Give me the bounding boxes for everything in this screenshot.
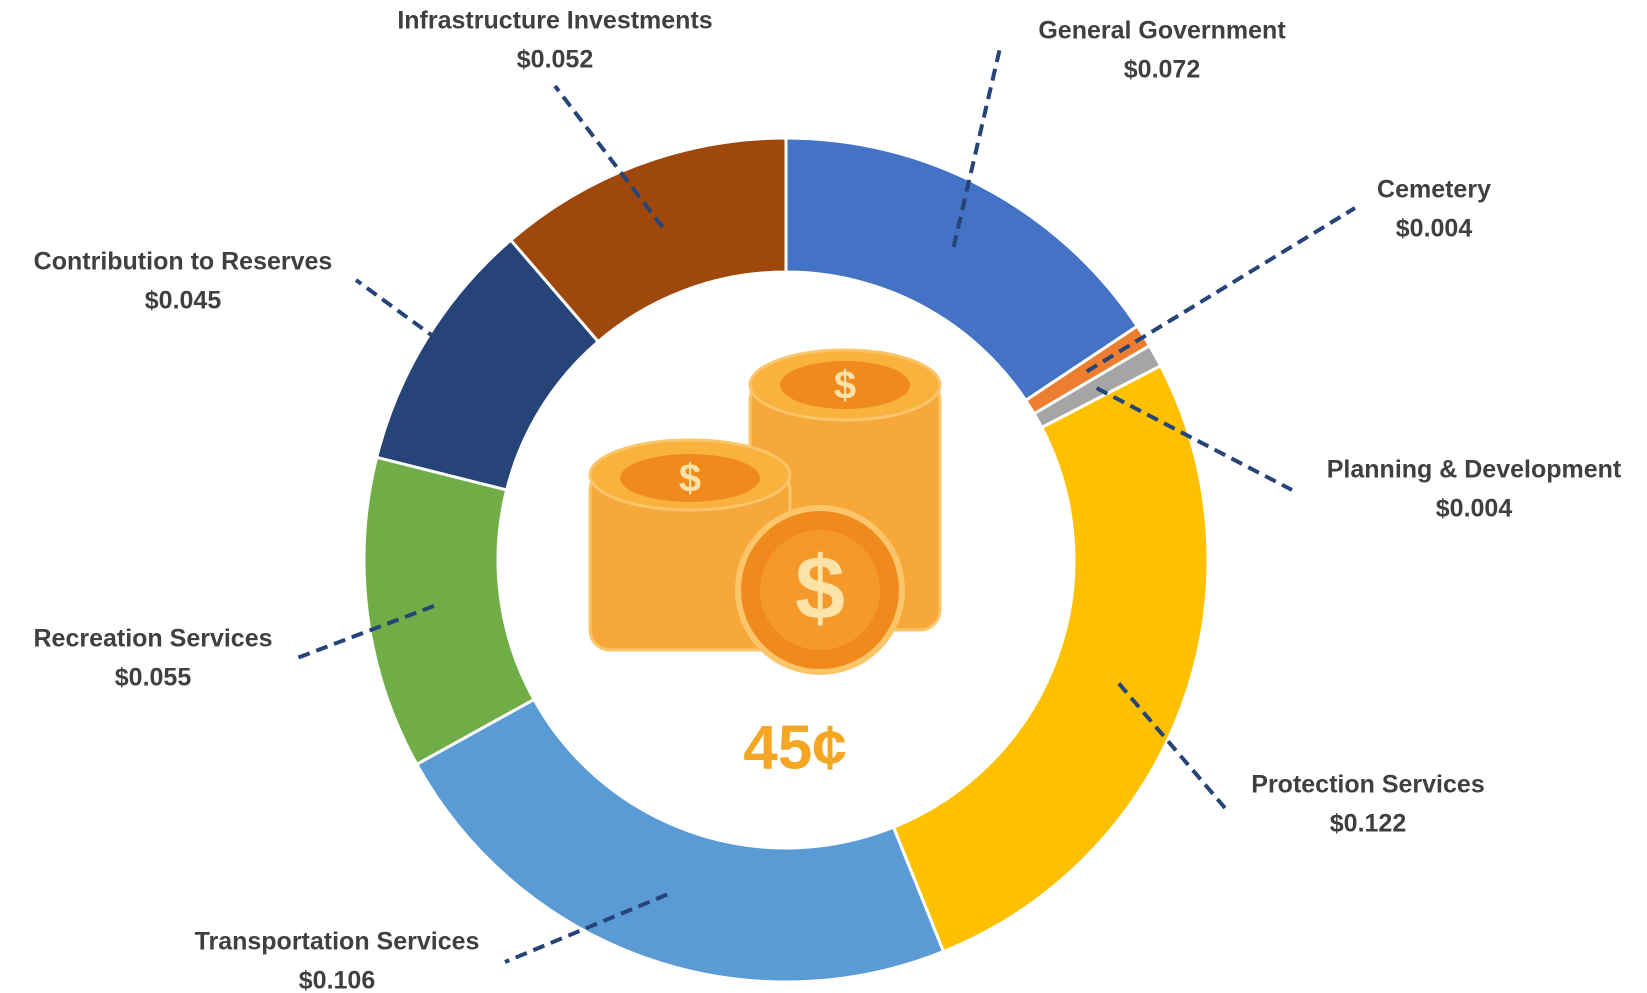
category-label: Infrastructure Investments [397,7,712,35]
value-label: $0.004 [1436,495,1513,523]
chart: $ $ $ 45¢ General Government $0.072 Cemete… [0,0,1647,993]
center-label: 45¢ [743,713,846,782]
coins-icon: $ $ $ [590,350,940,672]
value-label: $0.106 [299,967,375,993]
svg-text:$: $ [679,457,701,501]
slice [417,699,944,982]
category-label: Transportation Services [195,928,480,956]
value-label: $0.072 [1124,56,1200,84]
category-label: General Government [1038,17,1286,45]
svg-text:$: $ [795,539,845,639]
category-label: Protection Services [1251,771,1484,799]
svg-text:$: $ [834,364,856,408]
value-label: $0.122 [1330,810,1406,838]
category-label: Planning & Development [1327,456,1622,484]
value-label: $0.004 [1396,215,1473,243]
category-label: Recreation Services [33,625,272,653]
leader-line [1087,208,1355,371]
value-label: $0.045 [145,287,222,315]
category-label: Cemetery [1377,176,1491,204]
category-label: Contribution to Reserves [34,248,333,276]
value-label: $0.052 [517,46,593,74]
value-label: $0.055 [115,664,192,692]
